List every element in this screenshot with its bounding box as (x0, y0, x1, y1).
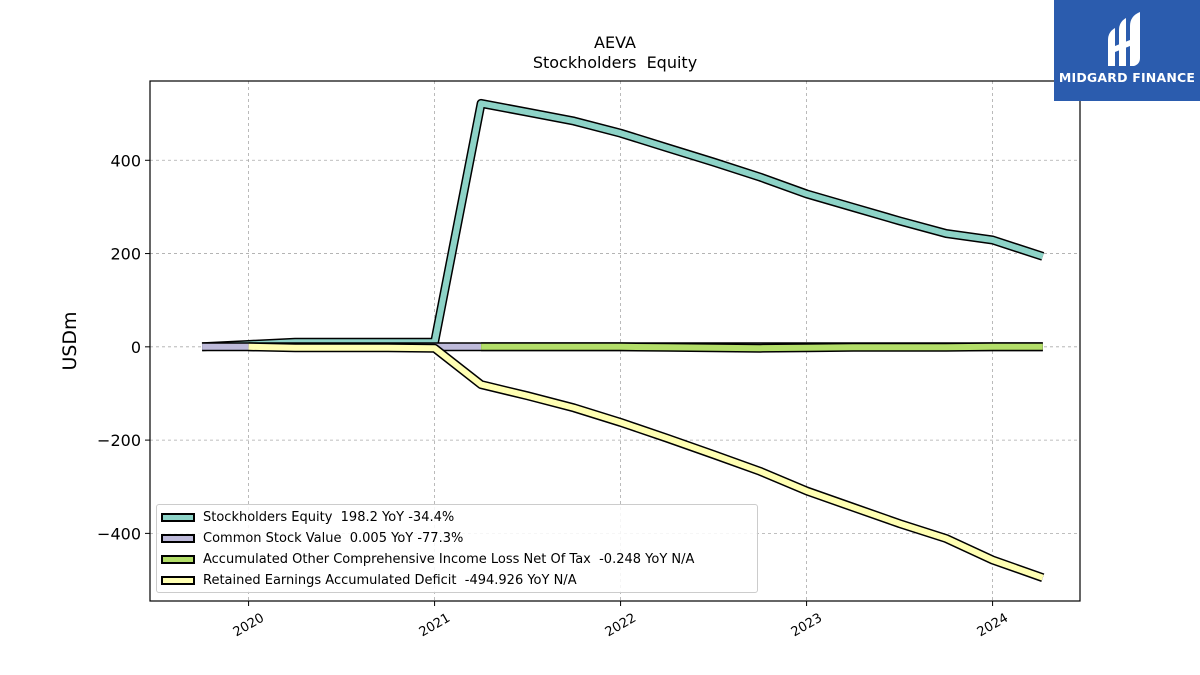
legend-item: Retained Earnings Accumulated Deficit -4… (161, 571, 577, 589)
x-tick-label: 2022 (603, 611, 639, 641)
legend-item: Stockholders Equity 198.2 YoY -34.4% (161, 508, 454, 526)
y-tick-label: 200 (110, 245, 141, 264)
logo-text: MIDGARD FINANCE (1058, 70, 1196, 85)
legend-label: Stockholders Equity 198.2 YoY -34.4% (203, 509, 455, 525)
y-tick-label: 400 (110, 151, 141, 170)
series-line-accumulated-other-comprehensive-income-loss-net-of-tax (481, 343, 1043, 352)
legend-label: Accumulated Other Comprehensive Income L… (203, 551, 695, 567)
logo: MIDGARD FINANCE (1054, 0, 1200, 101)
series-layer (201, 98, 1045, 582)
series-line-retained-earnings-accumulated-deficit (248, 343, 1044, 581)
legend-swatch (161, 575, 195, 585)
y-axis-label: USDm (59, 311, 81, 370)
y-tick-label: −200 (97, 431, 141, 450)
legend-label: Retained Earnings Accumulated Deficit -4… (203, 572, 577, 588)
x-tick-label: 2020 (231, 611, 267, 641)
x-axis: 2020 2021 2022 2023 2024 (231, 601, 1011, 640)
chart-title: AEVA (594, 33, 636, 52)
x-tick-label: 2021 (417, 611, 453, 641)
legend-item: Common Stock Value 0.005 YoY -77.3% (161, 529, 463, 547)
logo-mark-icon (1108, 12, 1140, 66)
legend-label: Common Stock Value 0.005 YoY -77.3% (203, 530, 464, 546)
legend: Stockholders Equity 198.2 YoY -34.4% Comm… (156, 504, 758, 593)
series-line-stockholders-equity (201, 100, 1044, 350)
chart-subtitle: Stockholders Equity (533, 53, 697, 72)
y-axis: 400 200 0 −200 −400 (97, 151, 150, 543)
legend-swatch (161, 512, 195, 522)
legend-item: Accumulated Other Comprehensive Income L… (161, 550, 694, 568)
x-tick-label: 2023 (789, 611, 825, 641)
legend-swatch (161, 533, 195, 543)
y-tick-label: −400 (97, 524, 141, 543)
plot-frame (149, 80, 1081, 602)
legend-swatch (161, 554, 195, 564)
x-tick-label: 2024 (975, 611, 1011, 641)
y-tick-label: 0 (131, 338, 141, 357)
